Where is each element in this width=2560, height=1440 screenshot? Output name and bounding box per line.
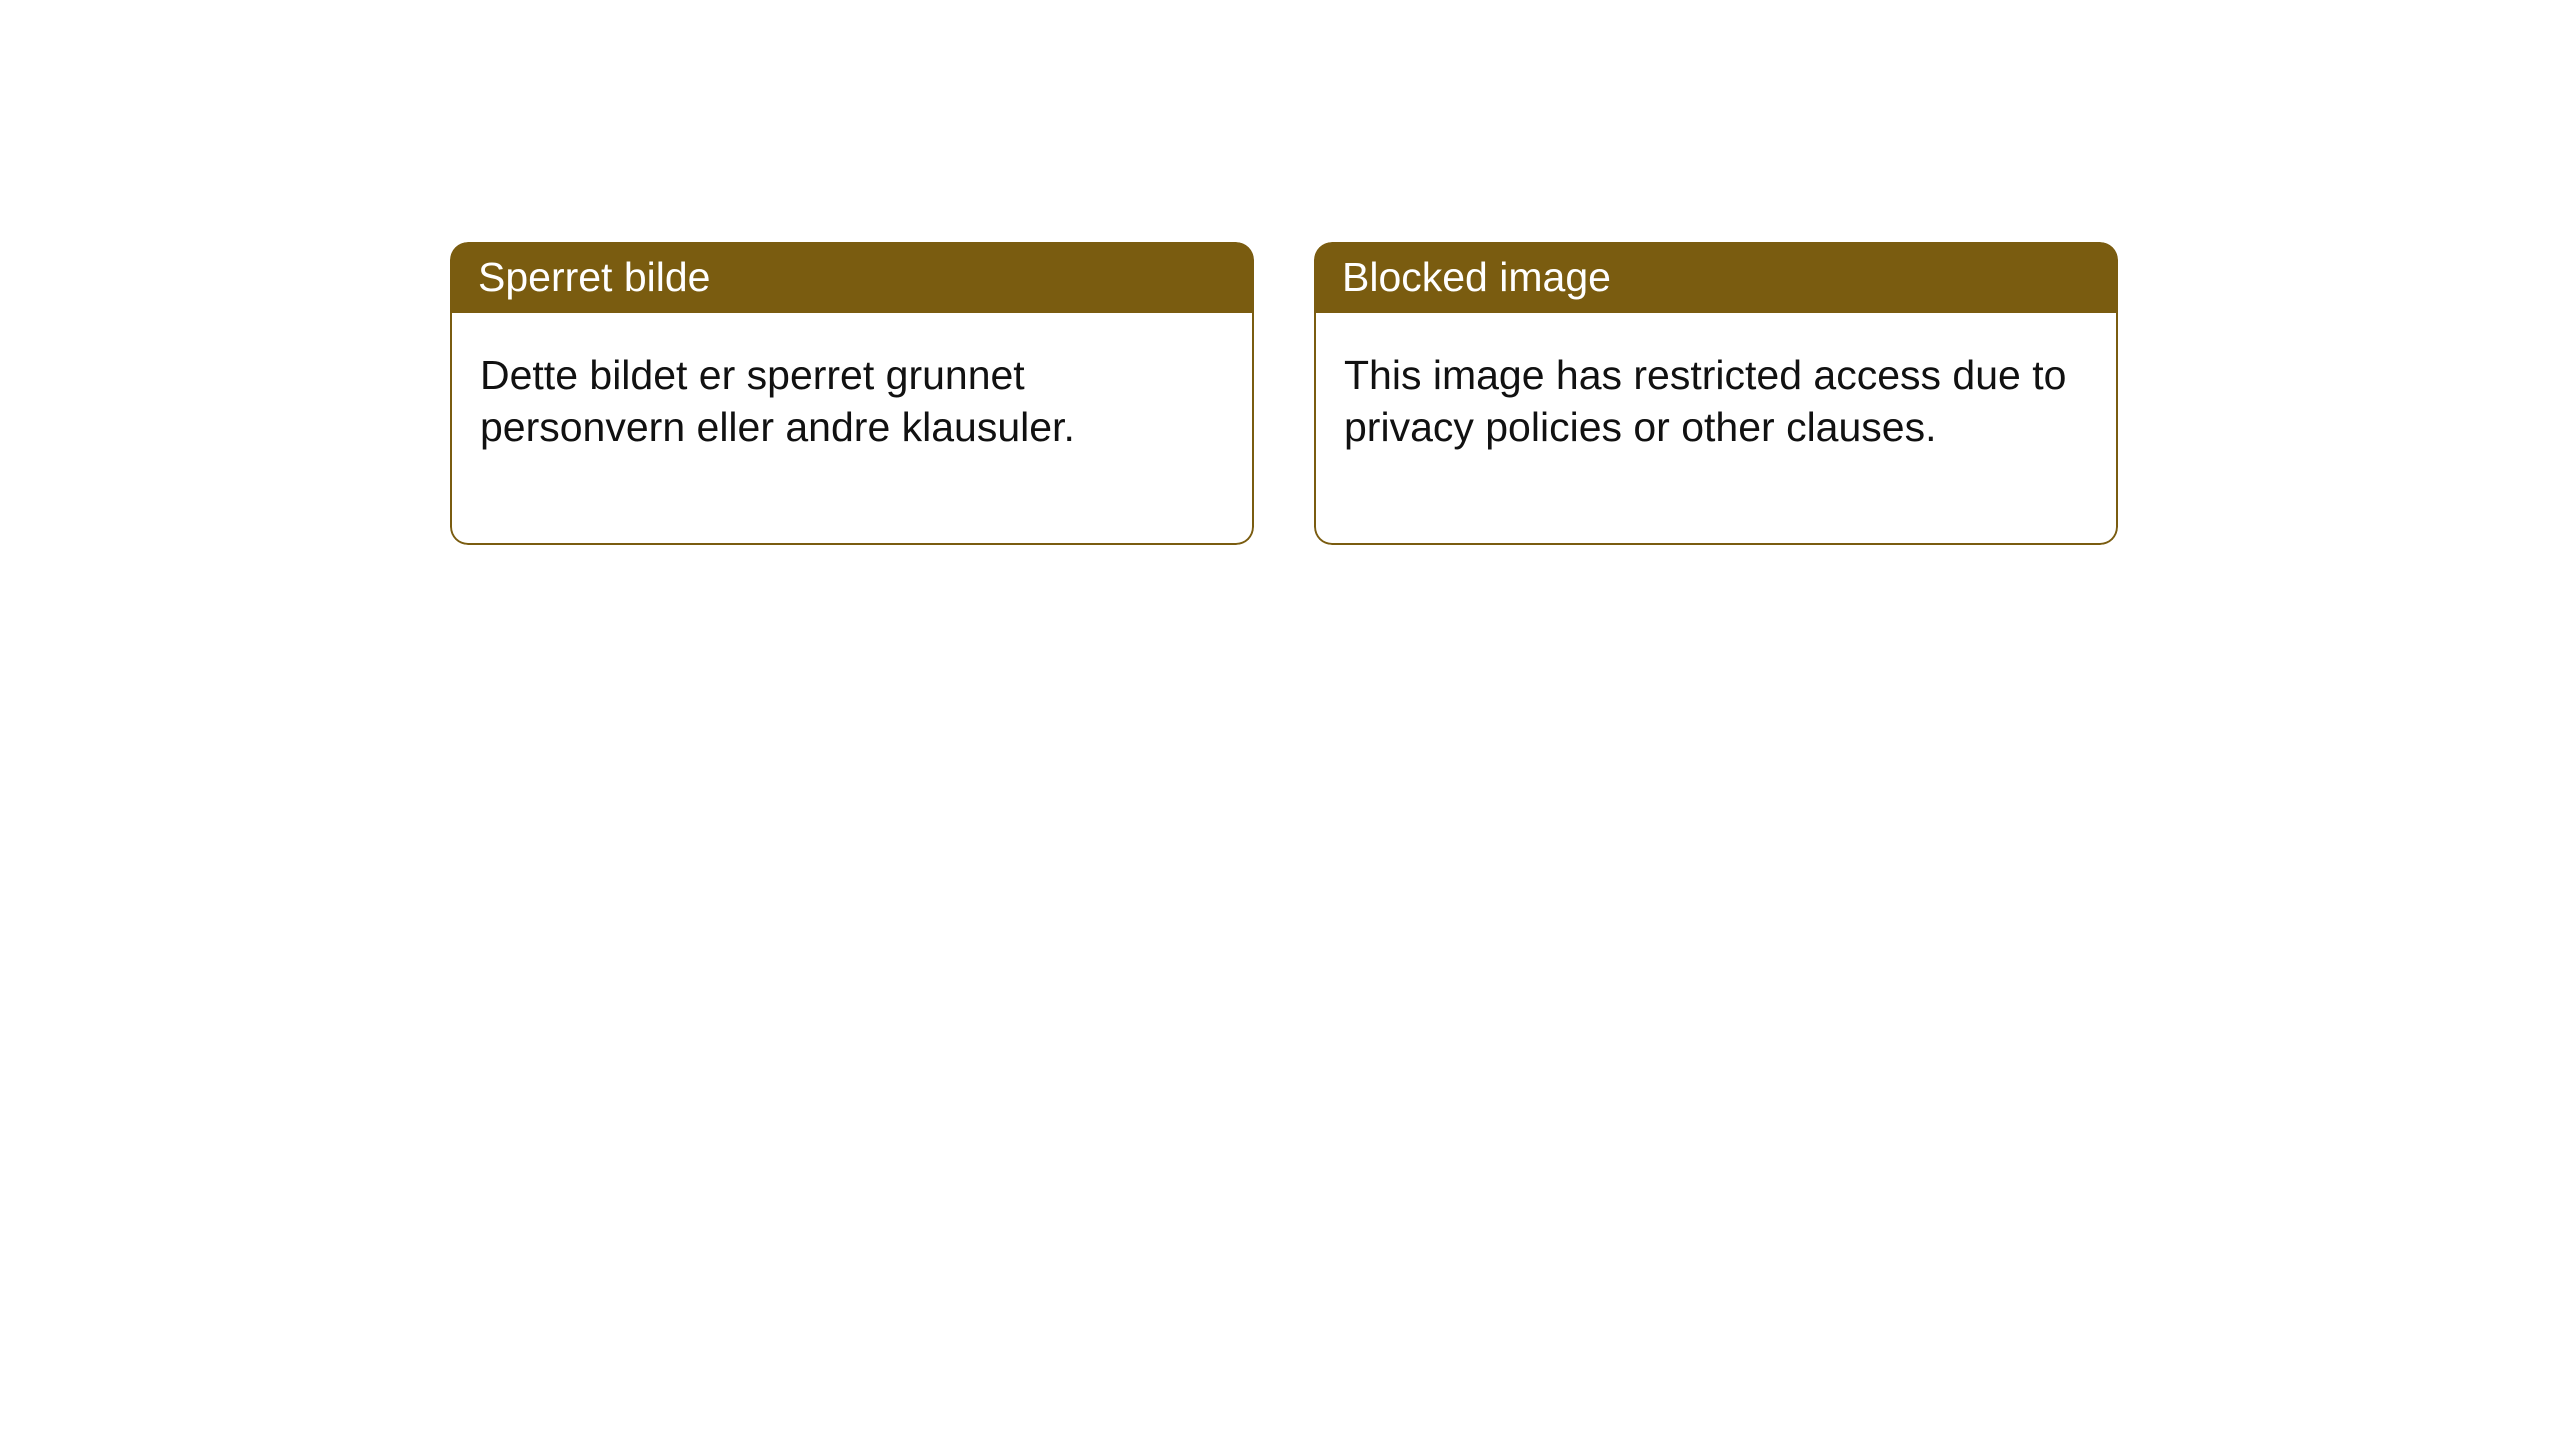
alert-container: Sperret bilde Dette bildet er sperret gr… bbox=[0, 0, 2560, 545]
alert-header: Sperret bilde bbox=[450, 242, 1254, 313]
alert-body-text: Dette bildet er sperret grunnet personve… bbox=[480, 352, 1075, 450]
alert-body-text: This image has restricted access due to … bbox=[1344, 352, 2066, 450]
alert-body: This image has restricted access due to … bbox=[1314, 313, 2118, 545]
alert-box-norwegian: Sperret bilde Dette bildet er sperret gr… bbox=[450, 242, 1254, 545]
alert-body: Dette bildet er sperret grunnet personve… bbox=[450, 313, 1254, 545]
alert-header: Blocked image bbox=[1314, 242, 2118, 313]
alert-header-text: Sperret bilde bbox=[478, 254, 710, 300]
alert-header-text: Blocked image bbox=[1342, 254, 1611, 300]
alert-box-english: Blocked image This image has restricted … bbox=[1314, 242, 2118, 545]
